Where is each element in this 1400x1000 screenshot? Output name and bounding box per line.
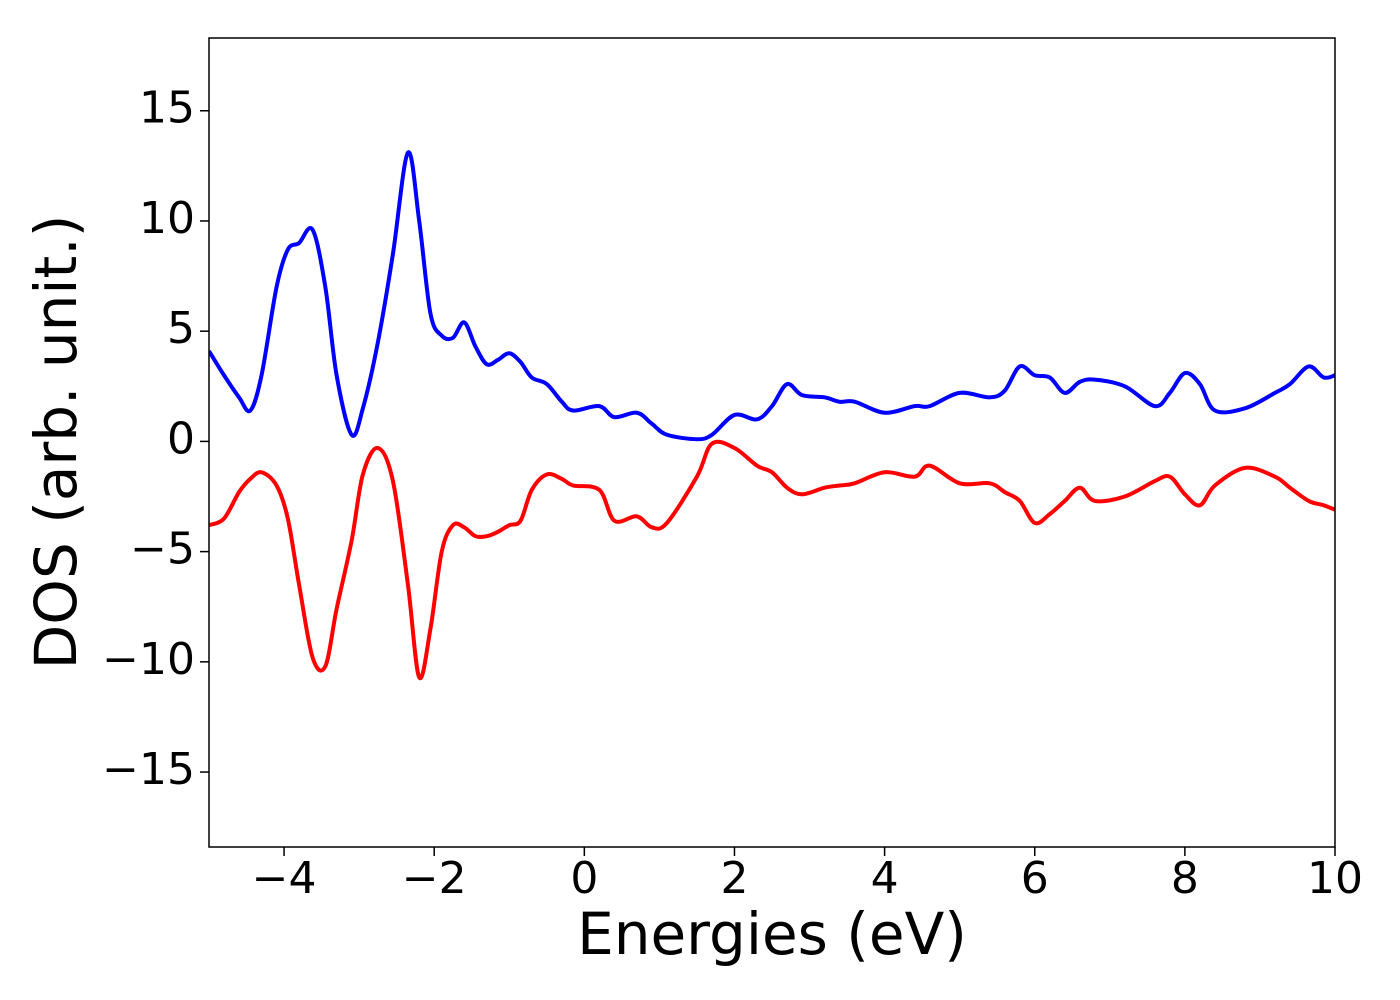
series-line — [209, 150, 1335, 442]
y-tick-label: −10 — [102, 634, 195, 685]
x-tick-label: 2 — [720, 853, 748, 904]
y-tick-label: 10 — [139, 193, 195, 244]
x-tick-label: 0 — [570, 853, 598, 904]
x-axis-label: Energies (eV) — [577, 900, 967, 968]
y-tick-label: −15 — [102, 744, 195, 795]
plot-frame — [208, 37, 1336, 848]
y-tick-label: 0 — [167, 413, 195, 464]
y-tick-label: 15 — [139, 83, 195, 134]
y-axis-label: DOS (arb. unit.) — [22, 215, 90, 670]
y-tick-label: −5 — [130, 524, 195, 575]
x-tick-label: 8 — [1171, 853, 1199, 904]
y-tick-label: 5 — [167, 303, 195, 354]
x-tick-label: −4 — [252, 853, 317, 904]
x-tick-label: 6 — [1021, 853, 1049, 904]
x-tick-label: 10 — [1307, 853, 1363, 904]
x-tick-label: 4 — [871, 853, 899, 904]
series-line — [209, 439, 1335, 681]
x-tick-label: −2 — [402, 853, 467, 904]
